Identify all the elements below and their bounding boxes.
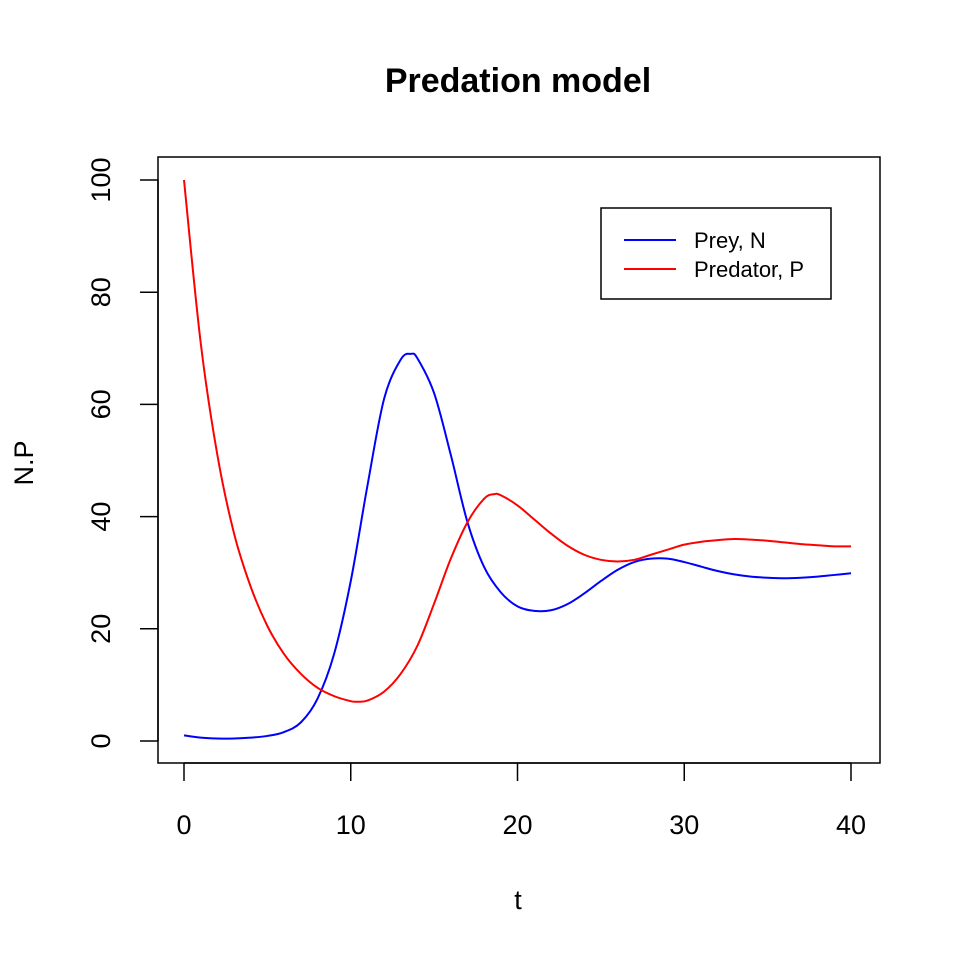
x-tick-label-3: 30 <box>669 810 699 840</box>
x-tick-label-2: 20 <box>502 810 532 840</box>
x-tick-label-0: 0 <box>176 810 191 840</box>
legend: Prey, N Predator, P <box>600 207 832 300</box>
y-tick-label-0: 0 <box>86 733 116 748</box>
legend-box <box>600 207 832 300</box>
x-axis-label: t <box>514 885 522 915</box>
legend-label-predator: Predator, P <box>694 257 804 282</box>
series-layer <box>183 179 852 740</box>
series-line-prey <box>183 352 852 740</box>
legend-label-prey: Prey, N <box>694 228 766 253</box>
chart-title: Predation model <box>385 62 651 100</box>
x-tick-label-1: 10 <box>336 810 366 840</box>
y-axis: 0 20 40 60 80 100 <box>86 157 159 749</box>
y-tick-label-3: 60 <box>86 389 116 419</box>
y-axis-label: N.P <box>9 440 39 485</box>
y-tick-label-2: 40 <box>86 502 116 532</box>
x-tick-label-4: 40 <box>836 810 866 840</box>
y-tick-label-1: 20 <box>86 614 116 644</box>
y-tick-label-4: 80 <box>86 277 116 307</box>
y-tick-label-5: 100 <box>86 157 116 202</box>
x-axis: 0 10 20 30 40 <box>176 762 866 840</box>
series-line-predator <box>183 179 852 703</box>
